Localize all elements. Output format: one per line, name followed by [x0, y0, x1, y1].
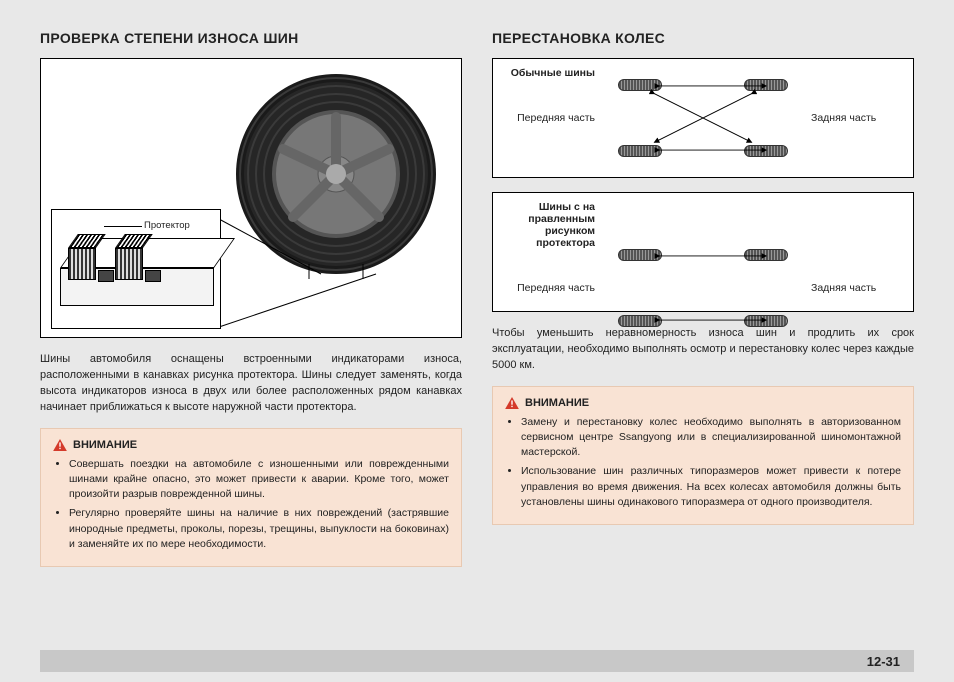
tread-inset: Протектор Предел износа — [51, 209, 221, 329]
front-label: Передняя часть — [505, 282, 595, 294]
right-body: Чтобы уменьшить неравномерность износа ш… — [492, 326, 914, 374]
page-footer: 12-31 — [40, 650, 914, 672]
rear-label: Задняя часть — [811, 282, 901, 294]
rear-label: Задняя часть — [811, 112, 901, 124]
right-warning-item: Замену и перестановку колес необходимо в… — [521, 415, 901, 461]
rotation-figure-directional: Шины с на правленным рисунком протектора… — [492, 192, 914, 312]
tire-wear-figure: Протектор Предел износа — [40, 58, 462, 338]
right-column: ПЕРЕСТАНОВКА КОЛЕС Обычные шины Передняя… — [492, 30, 914, 567]
tread-label: Протектор — [144, 220, 190, 231]
rotation-figure-normal: Обычные шины Передняя часть — [492, 58, 914, 178]
left-warning-item: Совершать поездки на автомобиле с изноше… — [69, 457, 449, 503]
left-warning-item: Регулярно проверяйте шины на наличие в н… — [69, 506, 449, 552]
rotation-arrows-cross — [601, 79, 805, 157]
right-warning-title: ВНИМАНИЕ — [525, 397, 589, 409]
diagram2-title: Шины с на правленным рисунком протектора — [505, 201, 595, 249]
left-body: Шины автомобиля оснащены встроенными инд… — [40, 352, 462, 416]
left-column: ПРОВЕРКА СТЕПЕНИ ИЗНОСА ШИН — [40, 30, 462, 567]
warning-icon — [53, 439, 67, 451]
tire-illustration — [231, 69, 441, 279]
diagram1-title: Обычные шины — [505, 67, 595, 79]
right-title: ПЕРЕСТАНОВКА КОЛЕС — [492, 30, 914, 46]
left-warning-title: ВНИМАНИЕ — [73, 439, 137, 451]
warning-icon — [505, 397, 519, 409]
rotation-arrows-straight — [601, 249, 805, 327]
front-label: Передняя часть — [505, 112, 595, 124]
right-warning-item: Использование шин различных типоразмеров… — [521, 464, 901, 510]
page-number: 12-31 — [867, 654, 900, 669]
right-warning: ВНИМАНИЕ Замену и перестановку колес нео… — [492, 386, 914, 525]
left-warning: ВНИМАНИЕ Совершать поездки на автомобиле… — [40, 428, 462, 567]
left-title: ПРОВЕРКА СТЕПЕНИ ИЗНОСА ШИН — [40, 30, 462, 46]
